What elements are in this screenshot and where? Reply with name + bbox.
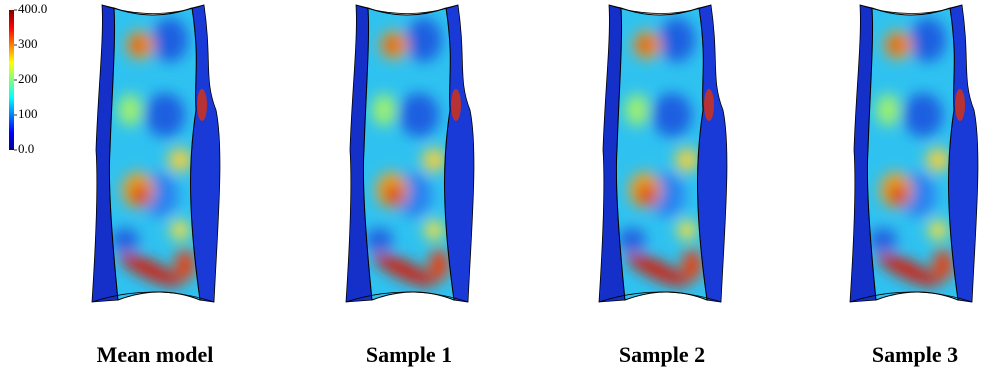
panel-label: Mean model [97, 342, 214, 367]
panel-label: Sample 3 [872, 342, 958, 367]
colorbar [9, 10, 14, 150]
colorbar-tick-label: 200 [18, 71, 38, 86]
vessel-render [848, 0, 978, 310]
vessel-render [90, 0, 220, 310]
colorbar-tick-label: 300 [18, 36, 38, 51]
colorbar-tick-label: 400.0 [18, 1, 47, 16]
colorbar-tick-label: 100 [18, 106, 38, 121]
panel-label: Sample 1 [366, 342, 452, 367]
vessel-render [344, 0, 474, 310]
colorbar-tick-label: 0.0 [18, 141, 34, 156]
panel-label: Sample 2 [619, 342, 705, 367]
vessel-render [597, 0, 727, 310]
